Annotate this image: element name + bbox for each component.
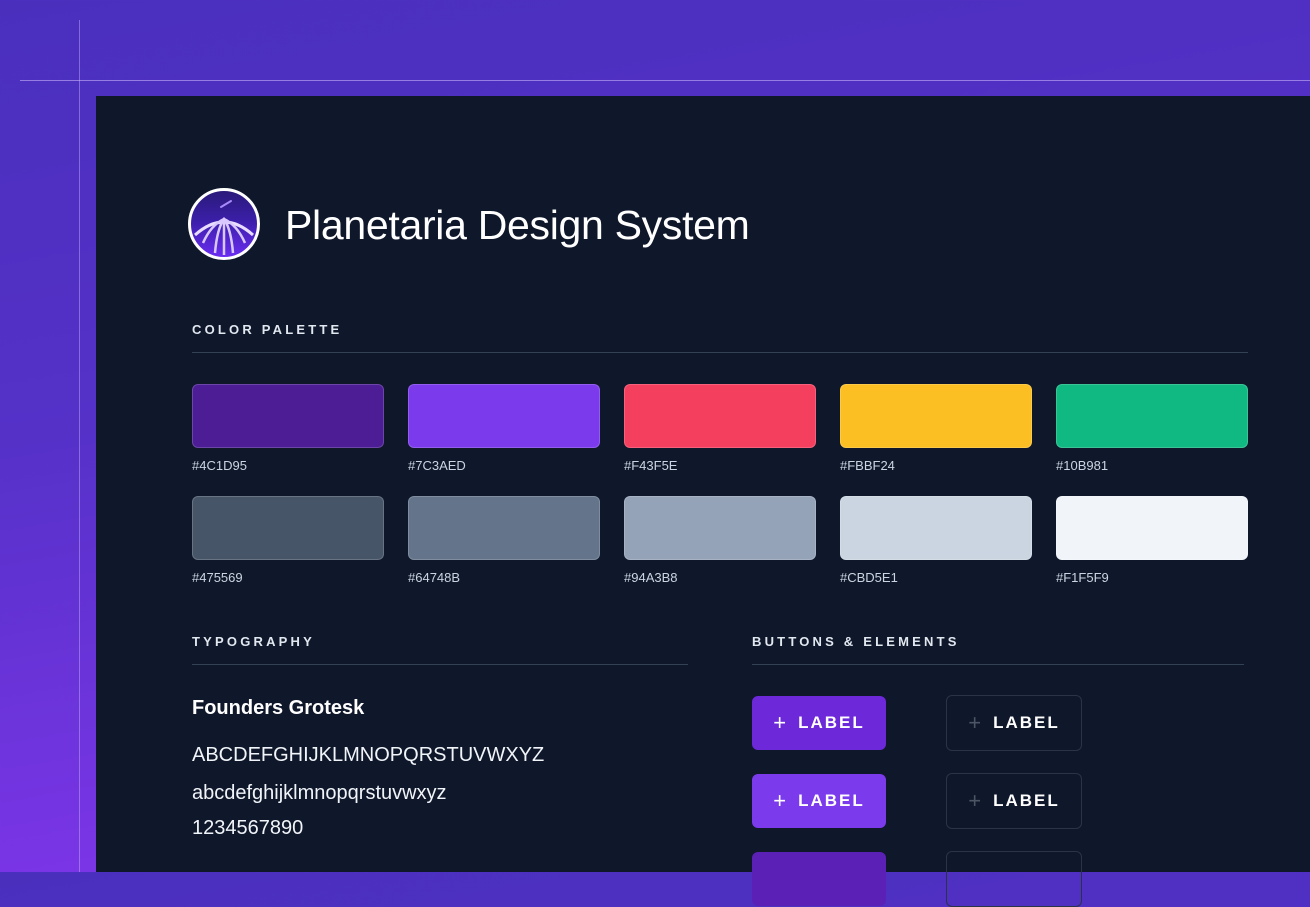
color-swatch[interactable] bbox=[840, 384, 1032, 448]
color-swatch[interactable] bbox=[1056, 384, 1248, 448]
color-swatch-label: #64748B bbox=[408, 570, 461, 585]
plus-icon: + bbox=[773, 710, 789, 735]
button-label: LABEL bbox=[993, 791, 1060, 810]
digits-specimen: 1234567890 bbox=[192, 817, 304, 839]
guide-line-horizontal bbox=[20, 80, 1310, 81]
color-swatch-label: #10B981 bbox=[1056, 458, 1109, 473]
outline-label-button[interactable] bbox=[946, 851, 1082, 907]
plus-icon: + bbox=[968, 710, 984, 735]
color-swatch[interactable] bbox=[840, 496, 1032, 560]
button-label: LABEL bbox=[993, 713, 1060, 732]
design-system-panel: Planetaria Design System COLOR PALETTE #… bbox=[96, 96, 1310, 907]
color-swatch[interactable] bbox=[408, 384, 600, 448]
color-swatch[interactable] bbox=[1056, 496, 1248, 560]
filled-label-button[interactable] bbox=[752, 852, 886, 906]
page-title: Planetaria Design System bbox=[285, 202, 750, 248]
color-swatch-label: #4C1D95 bbox=[192, 458, 247, 473]
color-swatch-label: #FBBF24 bbox=[840, 458, 895, 473]
color-swatch[interactable] bbox=[192, 496, 384, 560]
outline-label-button[interactable]: + LABEL bbox=[946, 695, 1082, 751]
color-swatch[interactable] bbox=[192, 384, 384, 448]
button-label: LABEL bbox=[798, 791, 865, 810]
section-heading-buttons: BUTTONS & ELEMENTS bbox=[752, 634, 960, 649]
color-swatch-label: #CBD5E1 bbox=[840, 570, 898, 585]
uppercase-specimen: ABCDEFGHIJKLMNOPQRSTUVWXYZ bbox=[192, 744, 545, 766]
color-swatch-label: #475569 bbox=[192, 570, 243, 585]
planetarium-dome-icon bbox=[188, 188, 260, 260]
font-name: Founders Grotesk bbox=[192, 697, 365, 719]
color-swatch[interactable] bbox=[624, 384, 816, 448]
color-swatch[interactable] bbox=[624, 496, 816, 560]
filled-label-button[interactable]: + LABEL bbox=[752, 696, 886, 750]
color-swatch-label: #94A3B8 bbox=[624, 570, 678, 585]
section-heading-typography: TYPOGRAPHY bbox=[192, 634, 316, 649]
button-label: LABEL bbox=[798, 713, 865, 732]
outline-label-button[interactable]: + LABEL bbox=[946, 773, 1082, 829]
color-swatch-label: #7C3AED bbox=[408, 458, 466, 473]
filled-label-button[interactable]: + LABEL bbox=[752, 774, 886, 828]
color-swatch[interactable] bbox=[408, 496, 600, 560]
divider bbox=[752, 664, 1244, 665]
color-swatch-label: #F1F5F9 bbox=[1056, 570, 1109, 585]
color-swatch-label: #F43F5E bbox=[624, 458, 678, 473]
plus-icon: + bbox=[968, 788, 984, 813]
divider bbox=[192, 352, 1248, 353]
guide-line-vertical bbox=[79, 20, 80, 872]
plus-icon: + bbox=[773, 788, 789, 813]
divider bbox=[192, 664, 688, 665]
lowercase-specimen: abcdefghijklmnopqrstuvwxyz bbox=[192, 782, 447, 804]
section-heading-color-palette: COLOR PALETTE bbox=[192, 322, 343, 337]
